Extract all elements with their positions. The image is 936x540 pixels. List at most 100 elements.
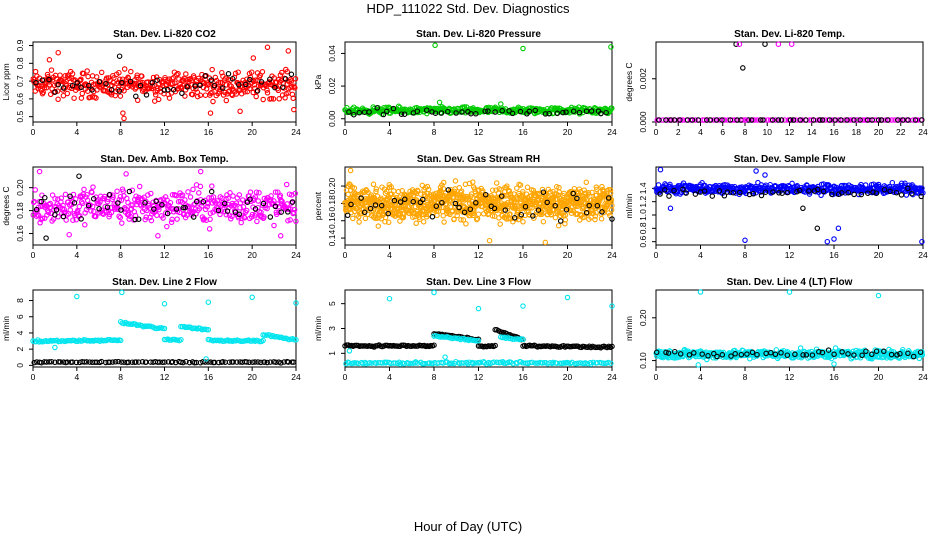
data-point bbox=[758, 117, 764, 123]
data-point bbox=[354, 193, 360, 199]
data-point bbox=[395, 188, 402, 195]
data-point bbox=[96, 78, 103, 85]
x-tick-label: 20 bbox=[563, 372, 573, 382]
data-point bbox=[534, 190, 540, 197]
data-point bbox=[81, 186, 87, 193]
data-point bbox=[208, 77, 215, 83]
data-point bbox=[898, 192, 905, 198]
x-tick-label: 20 bbox=[247, 250, 257, 260]
data-point bbox=[86, 82, 92, 89]
data-point bbox=[104, 198, 111, 205]
data-point bbox=[288, 71, 295, 78]
data-point bbox=[775, 117, 782, 123]
data-point bbox=[470, 210, 477, 217]
data-point bbox=[878, 117, 885, 123]
data-point bbox=[169, 80, 176, 87]
data-point bbox=[129, 187, 136, 194]
data-point bbox=[272, 203, 279, 210]
data-point bbox=[900, 117, 906, 123]
data-point bbox=[373, 186, 380, 192]
data-point bbox=[209, 89, 215, 96]
y-tick-label: 0.20 bbox=[327, 178, 337, 195]
data-point bbox=[193, 86, 199, 92]
data-point bbox=[423, 107, 430, 113]
data-point bbox=[573, 200, 580, 207]
x-tick-label: 12 bbox=[785, 127, 795, 137]
data-point bbox=[492, 109, 498, 115]
y-tick-label: 0.18 bbox=[327, 195, 337, 212]
data-point bbox=[374, 105, 380, 111]
outlier-point bbox=[66, 231, 72, 238]
x-tick-label: 24 bbox=[291, 250, 301, 260]
outlier-point bbox=[498, 101, 504, 107]
data-point bbox=[460, 217, 467, 223]
data-point bbox=[875, 117, 882, 123]
data-point bbox=[96, 206, 102, 212]
outlier-point bbox=[542, 239, 549, 246]
data-point bbox=[42, 194, 48, 201]
data-point bbox=[254, 218, 260, 225]
data-point bbox=[78, 95, 85, 101]
data-point bbox=[417, 216, 423, 222]
data-point bbox=[832, 117, 838, 123]
data-point bbox=[514, 185, 520, 191]
data-point bbox=[119, 79, 125, 86]
x-tick-label: 0 bbox=[654, 250, 659, 260]
data-point bbox=[288, 78, 295, 84]
data-point bbox=[869, 117, 875, 123]
data-point bbox=[220, 199, 226, 205]
data-point bbox=[224, 208, 231, 214]
chart-title: Stan. Dev. Amb. Box Temp. bbox=[100, 154, 228, 165]
outlier-point bbox=[116, 53, 123, 59]
data-point bbox=[808, 117, 815, 123]
outlier-point bbox=[786, 289, 793, 295]
y-tick-label: 4 bbox=[15, 330, 25, 335]
data-point bbox=[103, 80, 109, 87]
data-point bbox=[80, 70, 87, 77]
data-point bbox=[207, 216, 213, 223]
data-point bbox=[218, 208, 225, 214]
data-point bbox=[253, 77, 259, 83]
data-point bbox=[184, 84, 190, 90]
data-point bbox=[62, 191, 69, 198]
data-point bbox=[127, 78, 134, 85]
data-point bbox=[285, 209, 291, 215]
outlier-point bbox=[436, 99, 443, 106]
data-point bbox=[838, 117, 844, 123]
data-point bbox=[115, 86, 121, 93]
data-point bbox=[110, 194, 116, 200]
data-point bbox=[751, 117, 758, 123]
x-tick-label: 24 bbox=[607, 127, 617, 137]
data-point bbox=[889, 179, 896, 186]
data-point bbox=[90, 196, 97, 202]
data-point bbox=[117, 214, 124, 221]
data-point bbox=[552, 214, 559, 221]
data-point bbox=[415, 188, 421, 195]
data-point bbox=[539, 186, 546, 193]
data-point bbox=[884, 117, 891, 123]
data-point bbox=[194, 93, 201, 100]
data-point bbox=[161, 87, 167, 93]
outlier-point bbox=[695, 362, 702, 368]
data-point bbox=[153, 198, 159, 205]
data-point bbox=[727, 117, 734, 123]
data-point bbox=[252, 206, 259, 212]
data-point bbox=[892, 117, 898, 123]
data-point bbox=[290, 95, 296, 102]
chart-panel-8: Stan. Dev. Line 3 Flow ml/min 0 4 8 12 16 20 24 1… bbox=[313, 277, 617, 382]
data-point bbox=[452, 178, 459, 184]
data-point bbox=[400, 214, 407, 221]
x-tick-label: 0 bbox=[31, 250, 36, 260]
data-point bbox=[154, 212, 160, 219]
data-point bbox=[153, 74, 160, 80]
x-tick-label: 24 bbox=[918, 127, 928, 137]
data-point bbox=[223, 97, 230, 104]
data-point bbox=[192, 83, 198, 89]
x-tick-label: 4 bbox=[698, 250, 703, 260]
data-point bbox=[261, 214, 267, 220]
data-point bbox=[51, 82, 58, 89]
chart-panel-9: Stan. Dev. Line 4 (LT) Flow ml/min 0 4 8 12 16… bbox=[624, 277, 928, 382]
x-tick-label: 8 bbox=[432, 250, 437, 260]
data-point bbox=[167, 199, 174, 206]
x-tick-label: 12 bbox=[160, 250, 170, 260]
